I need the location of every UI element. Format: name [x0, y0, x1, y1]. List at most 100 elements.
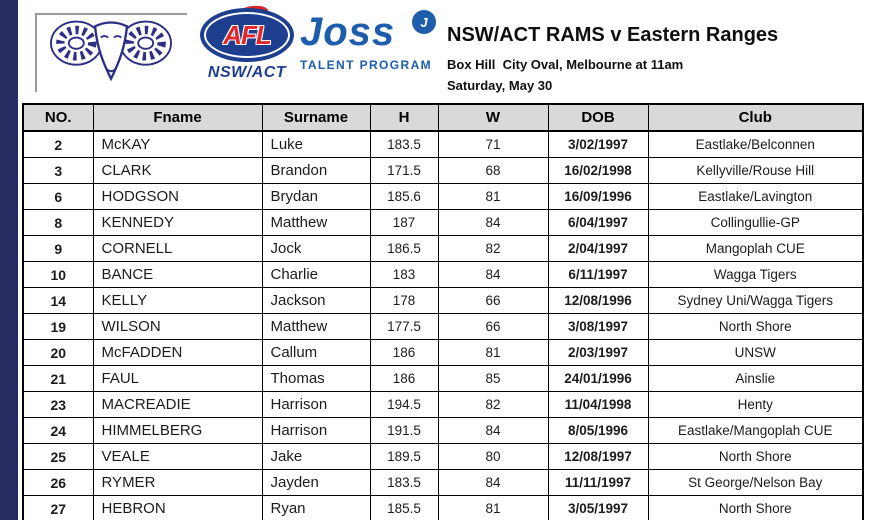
cell-dob: 8/05/1996 — [547, 417, 649, 444]
match-title-block: NSW/ACT RAMS v Eastern Ranges Box Hill C… — [447, 24, 778, 93]
cell-no: 19 — [22, 313, 94, 340]
cell-w: 84 — [437, 417, 549, 444]
column-header-surname: Surname — [261, 103, 371, 132]
table-row: 21 FAUL Thomas 186 85 24/01/1996 Ainslie — [22, 365, 864, 392]
cell-dob: 3/05/1997 — [547, 495, 649, 520]
rams-logo — [35, 13, 187, 92]
column-header-dob: DOB — [547, 103, 649, 132]
cell-w: 66 — [437, 313, 549, 340]
cell-fname: KENNEDY — [92, 209, 263, 236]
cell-no: 9 — [22, 235, 94, 262]
cell-fname: BANCE — [92, 261, 263, 288]
cell-fname: VEALE — [92, 443, 263, 470]
cell-dob: 12/08/1997 — [547, 443, 649, 470]
column-header-fname: Fname — [92, 103, 263, 132]
cell-w: 82 — [437, 235, 549, 262]
cell-dob: 11/11/1997 — [547, 469, 649, 496]
cell-dob: 6/04/1997 — [547, 209, 649, 236]
cell-w: 85 — [437, 365, 549, 392]
cell-h: 185.6 — [369, 183, 439, 210]
cell-fname: McFADDEN — [92, 339, 263, 366]
cell-surname: Jock — [261, 235, 371, 262]
cell-no: 21 — [22, 365, 94, 392]
cell-club: Kellyville/Rouse Hill — [647, 157, 864, 184]
cell-surname: Ryan — [261, 495, 371, 520]
cell-dob: 6/11/1997 — [547, 261, 649, 288]
table-body: 2 McKAY Luke 183.5 71 3/02/1997 Eastlake/Belco… — [22, 130, 864, 520]
cell-no: 26 — [22, 469, 94, 496]
cell-h: 187 — [369, 209, 439, 236]
cell-club: North Shore — [647, 443, 864, 470]
cell-dob: 11/04/1998 — [547, 391, 649, 418]
joss-logo-subtext: TALENT PROGRAM — [300, 58, 433, 72]
roster-table-wrap: NO. Fname Surname H W DOB Club 2 McKAY Luke 183.5… — [22, 103, 864, 520]
cell-no: 27 — [22, 495, 94, 520]
cell-no: 6 — [22, 183, 94, 210]
table-row: 26 RYMER Jayden 183.5 84 11/11/1997 St George/… — [22, 469, 864, 496]
table-row: 19 WILSON Matthew 177.5 66 3/08/1997 North Sho… — [22, 313, 864, 340]
table-row: 27 HEBRON Ryan 185.5 81 3/05/1997 North Shore — [22, 495, 864, 520]
cell-surname: Charlie — [261, 261, 371, 288]
cell-club: Eastlake/Lavington — [647, 183, 864, 210]
cell-surname: Luke — [261, 130, 371, 158]
afl-oval-icon: AFL — [200, 8, 294, 62]
cell-club: North Shore — [647, 495, 864, 520]
cell-dob: 2/03/1997 — [547, 339, 649, 366]
table-row: 23 MACREADIE Harrison 194.5 82 11/04/1998 Hent… — [22, 391, 864, 418]
cell-surname: Jake — [261, 443, 371, 470]
cell-fname: HEBRON — [92, 495, 263, 520]
cell-w: 81 — [437, 183, 549, 210]
table-row: 14 KELLY Jackson 178 66 12/08/1996 Sydney Uni/… — [22, 287, 864, 314]
table-row: 2 McKAY Luke 183.5 71 3/02/1997 Eastlake/Belco… — [22, 130, 864, 158]
cell-surname: Brydan — [261, 183, 371, 210]
cell-fname: McKAY — [92, 130, 263, 158]
cell-no: 24 — [22, 417, 94, 444]
cell-fname: HIMMELBERG — [92, 417, 263, 444]
cell-club: Sydney Uni/Wagga Tigers — [647, 287, 864, 314]
table-header: NO. Fname Surname H W DOB Club — [22, 103, 864, 132]
cell-w: 80 — [437, 443, 549, 470]
cell-club: UNSW — [647, 339, 864, 366]
cell-club: Eastlake/Belconnen — [647, 130, 864, 158]
afl-logo-subtext: NSW/ACT — [207, 64, 287, 81]
table-row: 24 HIMMELBERG Harrison 191.5 84 8/05/1996 East… — [22, 417, 864, 444]
table-row: 3 CLARK Brandon 171.5 68 16/02/1998 Kellyville… — [22, 157, 864, 184]
cell-h: 194.5 — [369, 391, 439, 418]
cell-dob: 3/02/1997 — [547, 130, 649, 158]
cell-fname: RYMER — [92, 469, 263, 496]
table-row: 8 KENNEDY Matthew 187 84 6/04/1997 Collingulli… — [22, 209, 864, 236]
cell-club: North Shore — [647, 313, 864, 340]
cell-surname: Matthew — [261, 313, 371, 340]
cell-club: Ainslie — [647, 365, 864, 392]
cell-club: Wagga Tigers — [647, 261, 864, 288]
ram-head-icon — [50, 20, 172, 82]
cell-no: 8 — [22, 209, 94, 236]
date-subtitle: Saturday, May 30 — [447, 78, 553, 93]
cell-dob: 24/01/1996 — [547, 365, 649, 392]
cell-w: 84 — [437, 209, 549, 236]
joss-circle-icon: J — [412, 10, 436, 34]
cell-h: 186 — [369, 365, 439, 392]
table-row: 10 BANCE Charlie 183 84 6/11/1997 Wagga Tigers — [22, 261, 864, 288]
afl-nswact-logo: AFL NSW/ACT — [198, 4, 296, 82]
cell-h: 171.5 — [369, 157, 439, 184]
header-row: NO. Fname Surname H W DOB Club — [22, 103, 864, 132]
cell-fname: KELLY — [92, 287, 263, 314]
cell-no: 2 — [22, 130, 94, 158]
cell-w: 71 — [437, 130, 549, 158]
cell-w: 81 — [437, 495, 549, 520]
column-header-no: NO. — [22, 103, 94, 132]
cell-fname: FAUL — [92, 365, 263, 392]
cell-h: 183.5 — [369, 130, 439, 158]
cell-club: Henty — [647, 391, 864, 418]
cell-h: 191.5 — [369, 417, 439, 444]
cell-w: 66 — [437, 287, 549, 314]
cell-dob: 3/08/1997 — [547, 313, 649, 340]
cell-w: 81 — [437, 339, 549, 366]
cell-h: 186 — [369, 339, 439, 366]
cell-club: Collingullie-GP — [647, 209, 864, 236]
cell-h: 183 — [369, 261, 439, 288]
cell-w: 84 — [437, 261, 549, 288]
cell-w: 84 — [437, 469, 549, 496]
cell-h: 183.5 — [369, 469, 439, 496]
